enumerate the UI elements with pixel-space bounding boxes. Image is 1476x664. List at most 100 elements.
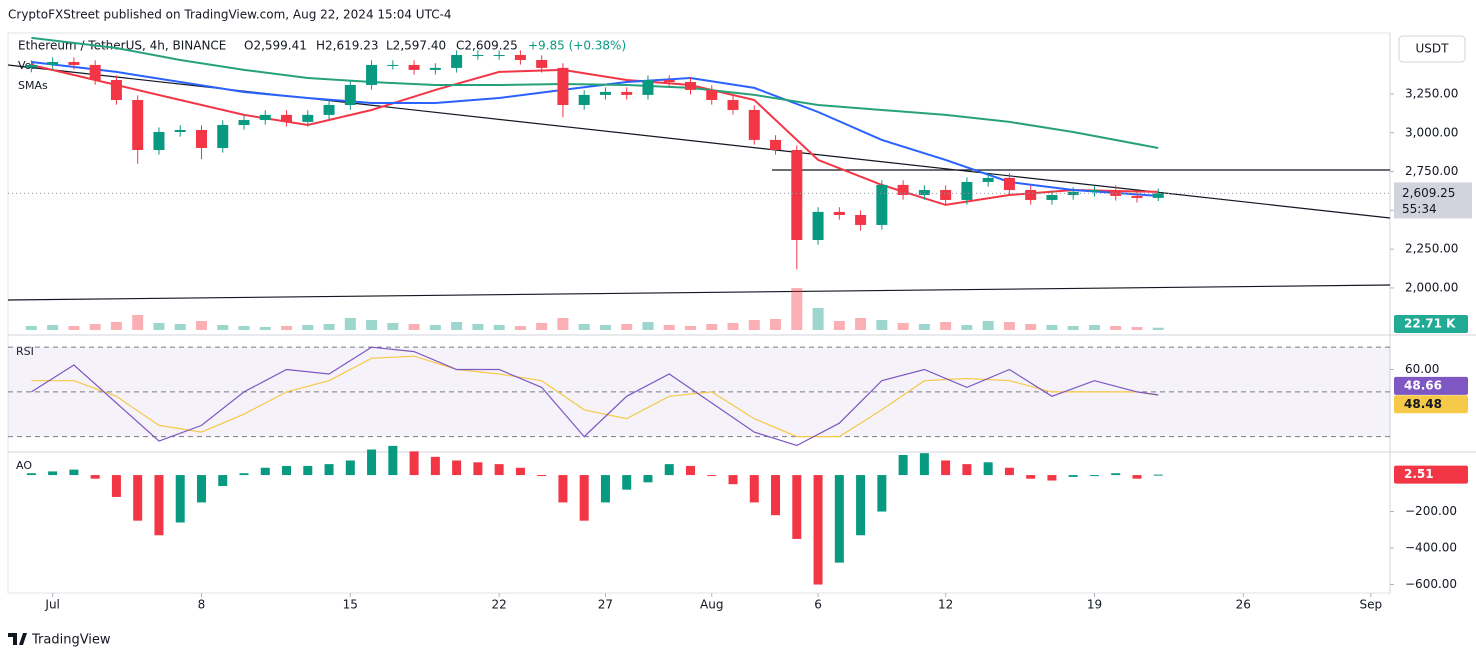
ao-bar <box>282 465 292 476</box>
volume-bar <box>727 323 739 330</box>
y-tick-label: 60.00 <box>1405 362 1439 376</box>
candle-body <box>89 64 101 81</box>
y-tick-label: 3,250.00 <box>1405 86 1458 100</box>
volume-bar <box>663 325 675 330</box>
ao-bar <box>1004 467 1014 476</box>
candle-body <box>855 215 867 225</box>
candle-body <box>408 64 420 70</box>
volume-bar <box>706 324 718 330</box>
x-tick-label: 12 <box>938 598 953 612</box>
price-tag <box>1394 182 1472 219</box>
candle-body <box>429 67 441 70</box>
ao-bar <box>260 467 270 476</box>
ao-bar <box>941 460 951 476</box>
ao-bar <box>26 473 36 476</box>
rsi-label: RSI <box>16 345 34 358</box>
volume-bar <box>217 325 229 330</box>
candle-body <box>621 91 633 95</box>
currency[interactable]: USDT <box>1416 42 1450 56</box>
candle-body <box>1003 177 1015 191</box>
candle-body <box>302 114 314 122</box>
y-tick-label: −600.00 <box>1405 577 1457 591</box>
volume-bar <box>812 308 824 330</box>
volume-bar <box>940 322 952 330</box>
ao-bar <box>707 475 717 477</box>
ao-bar <box>537 475 547 477</box>
candle-body <box>344 84 356 105</box>
ao-bar <box>196 475 206 503</box>
ao-label: AO <box>16 459 32 472</box>
volume-bar <box>174 324 186 330</box>
candle-body <box>557 67 569 105</box>
ao-bar <box>685 465 695 476</box>
ao-bar <box>1111 473 1121 476</box>
ao-bar <box>90 475 100 479</box>
volume-bar <box>1046 325 1058 330</box>
volume-bar <box>897 323 909 330</box>
ao-bar <box>324 464 334 476</box>
volume-bar <box>770 319 782 330</box>
ao-bar <box>48 471 58 476</box>
ao-bar <box>69 469 79 476</box>
candle-body <box>366 64 378 85</box>
candle-body <box>536 59 548 68</box>
ohlc-close: C2,609.25 <box>456 39 518 53</box>
candle-body <box>47 62 59 65</box>
ao-bar <box>515 467 525 476</box>
ao-bar <box>1026 475 1036 479</box>
volume-bar <box>833 321 845 330</box>
ao-bar <box>1132 475 1142 479</box>
volume-bar <box>876 320 888 330</box>
candle-body <box>663 80 675 83</box>
volume-bar <box>89 324 101 330</box>
candle-body <box>770 139 782 150</box>
candle-body <box>238 120 250 126</box>
volume-bar <box>961 325 973 330</box>
volume-bar <box>1131 327 1143 330</box>
candle-body <box>706 89 718 101</box>
volume-bar <box>132 315 144 330</box>
currency-button[interactable] <box>1398 35 1466 63</box>
ao-bar <box>452 460 462 476</box>
volume-bar <box>451 322 463 330</box>
candle-body <box>195 129 207 148</box>
change: +9.85 (+0.38%) <box>528 39 626 53</box>
candle-body <box>1110 190 1122 196</box>
value-tag-label: 22.71 K <box>1404 317 1456 331</box>
x-tick-label: Sep <box>1360 598 1383 612</box>
ao-bar <box>622 475 632 490</box>
candle-body <box>472 55 484 57</box>
ao-bar <box>1089 475 1099 477</box>
volume-bar <box>578 324 590 330</box>
ohlc-low: L2,597.40 <box>386 39 446 53</box>
ao-bar <box>856 475 866 536</box>
candle-body <box>833 211 845 216</box>
candle-body <box>1152 193 1164 198</box>
volume-bar <box>599 325 611 330</box>
candle-body <box>578 94 590 105</box>
candle-body <box>514 55 526 60</box>
value-tag <box>1394 465 1468 484</box>
ao-bar <box>983 462 993 476</box>
y-tick-label: 3,000.00 <box>1405 125 1458 139</box>
volume-bar <box>195 321 207 330</box>
ao-bar <box>175 475 185 523</box>
volume-bar <box>47 325 59 330</box>
x-tick-label: 6 <box>814 598 822 612</box>
candle-body <box>791 149 803 240</box>
ao-bar <box>898 455 908 476</box>
volume-bar <box>344 318 356 330</box>
volume-bar <box>514 326 526 330</box>
ao-bar <box>877 475 887 512</box>
ao-bar <box>1047 475 1057 481</box>
sma-line <box>31 36 1159 149</box>
ao-bar <box>1068 475 1078 477</box>
candle-body <box>1088 190 1100 192</box>
ao-bar <box>1153 474 1163 476</box>
x-tick-label: 26 <box>1236 598 1251 612</box>
ao-bar <box>409 451 419 476</box>
ao-bar <box>388 445 398 476</box>
x-tick-label: Aug <box>700 598 723 612</box>
countdown: 55:34 <box>1402 202 1437 216</box>
